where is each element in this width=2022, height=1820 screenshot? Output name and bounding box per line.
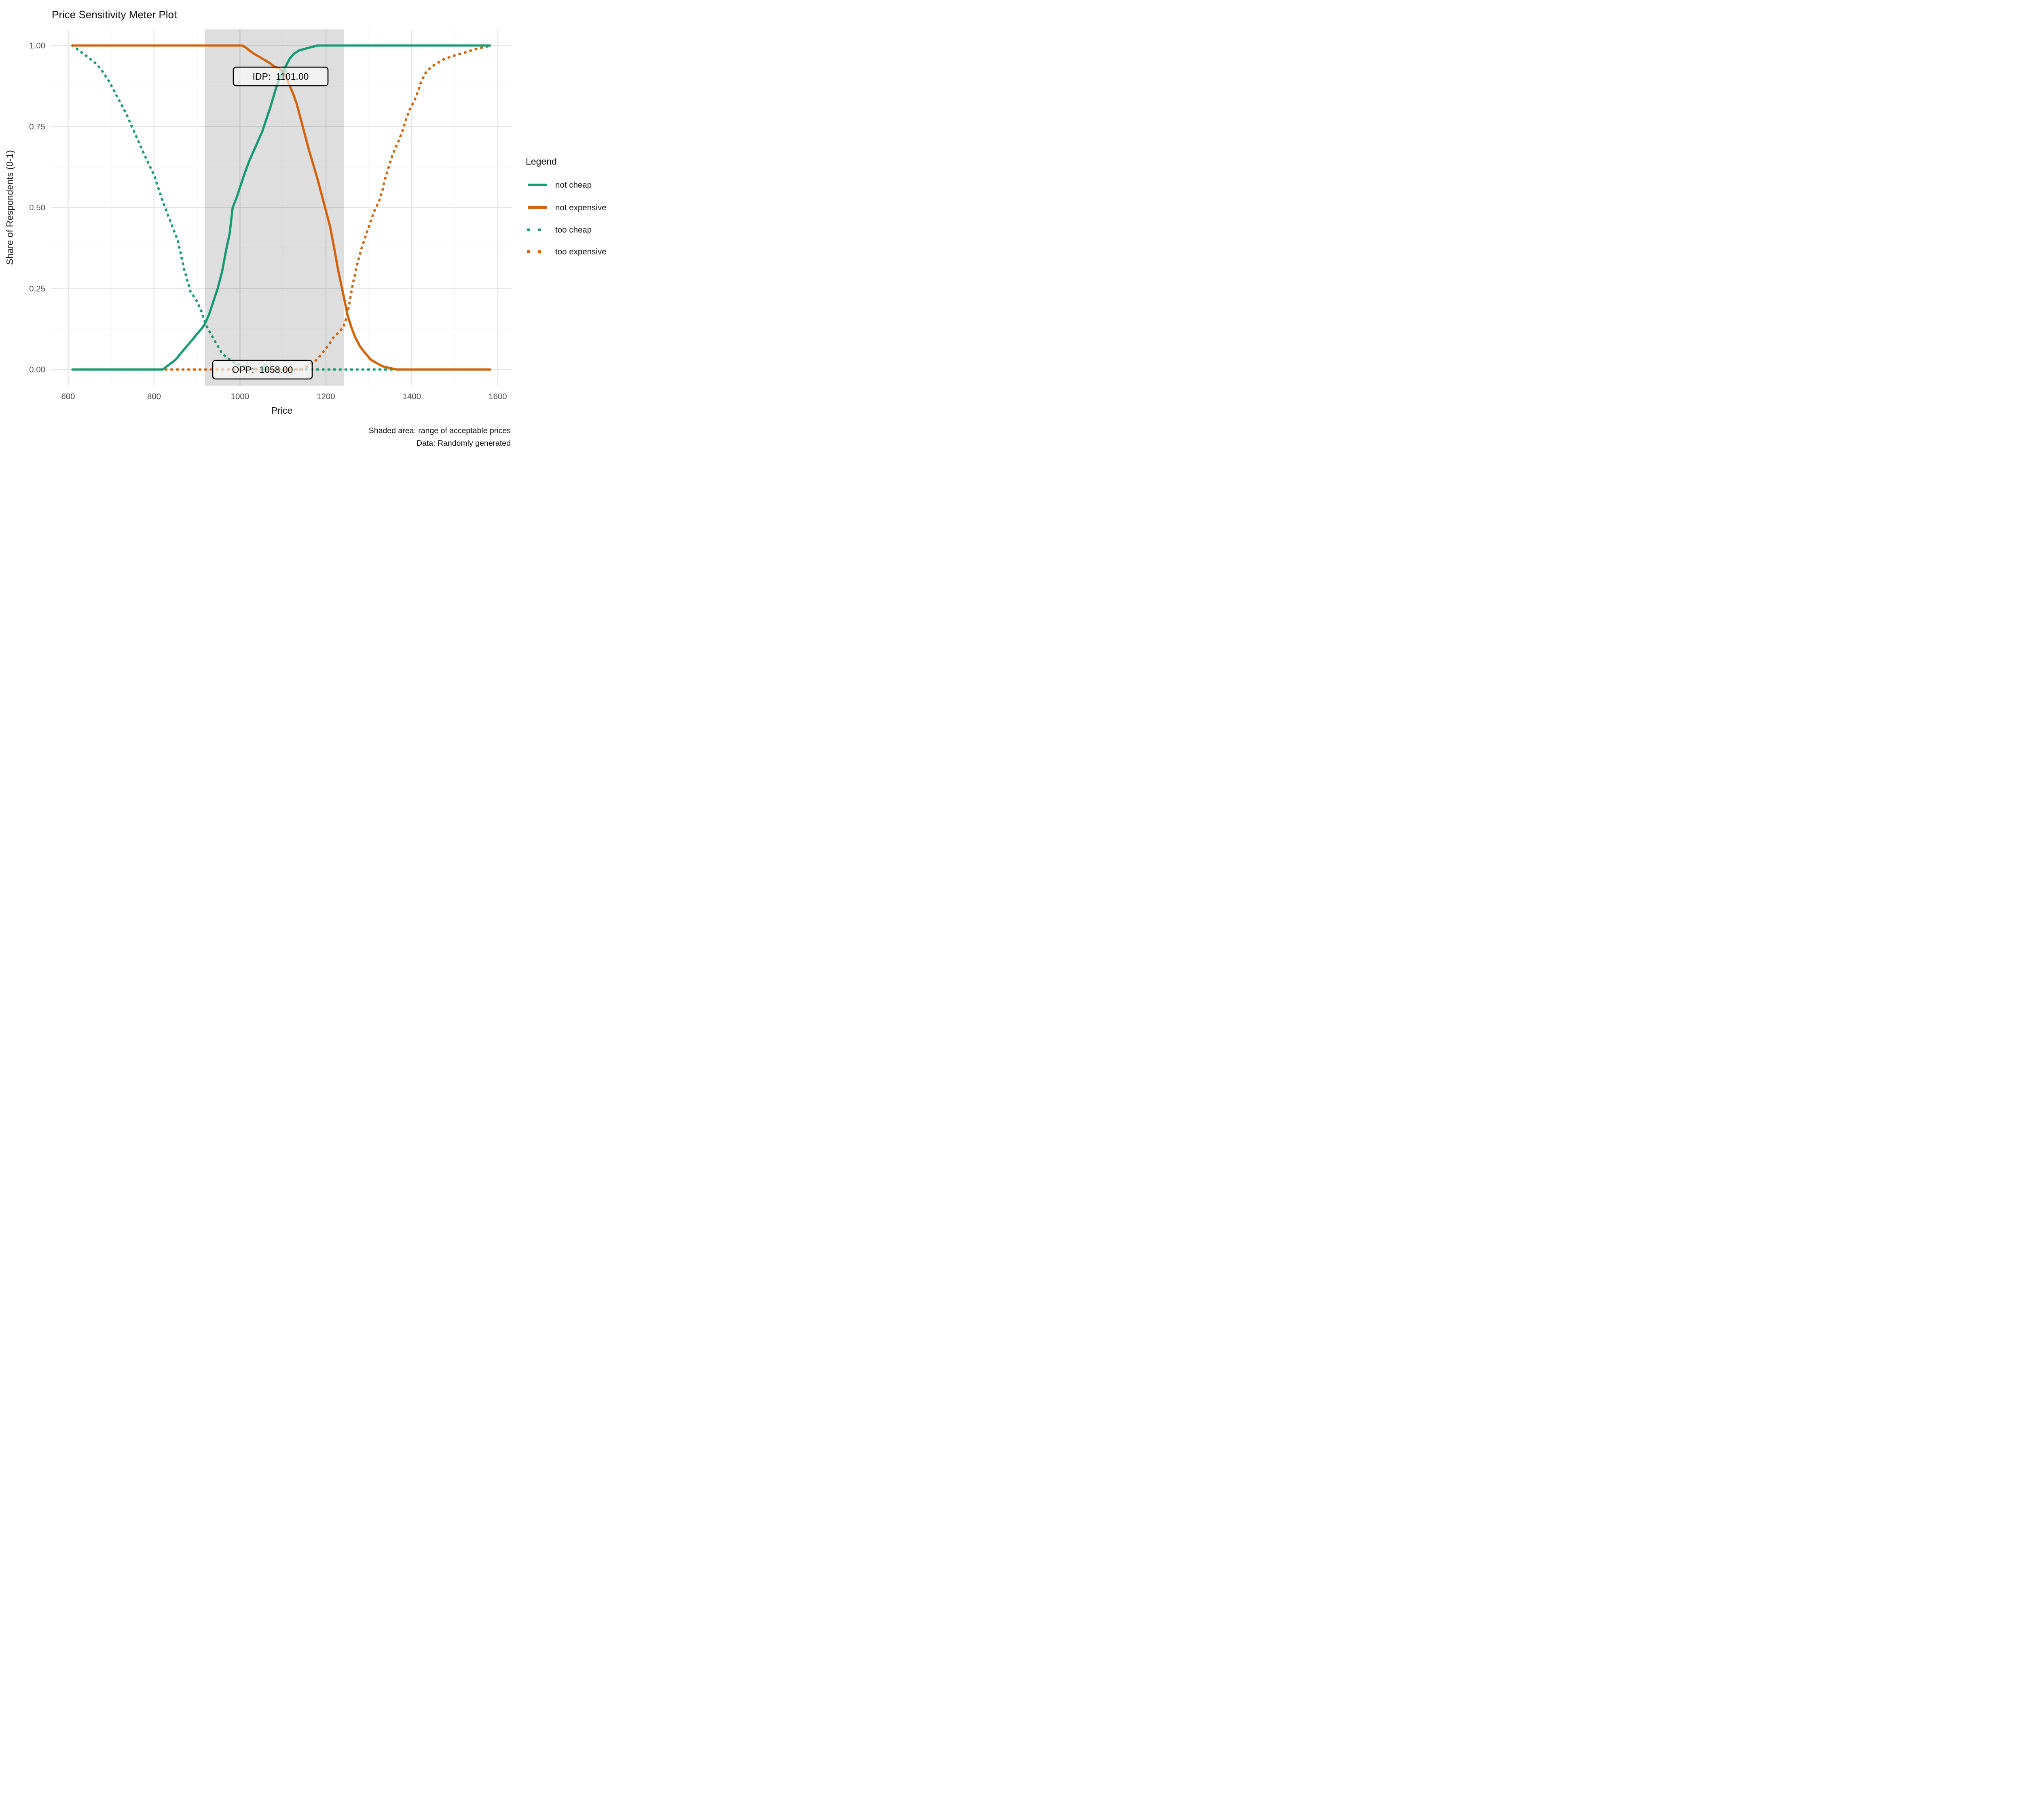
legend-item-not-cheap: not cheap: [528, 180, 592, 190]
legend-label: too expensive: [555, 247, 607, 256]
x-axis-title: Price: [271, 405, 292, 416]
caption-line-1: Shaded area: range of acceptable prices: [369, 426, 511, 435]
x-tick-1200: 1200: [317, 392, 335, 401]
y-tick-0.75: 0.75: [29, 122, 45, 131]
idp-label: IDP: 1101.00: [253, 71, 309, 82]
x-tick-1600: 1600: [489, 392, 507, 401]
series-line-not_expensive: [71, 44, 491, 371]
x-tick-1000: 1000: [231, 392, 250, 401]
legend-item-too-expensive: too expensive: [527, 247, 607, 256]
legend-label: not cheap: [555, 180, 592, 190]
acceptable-price-band: [205, 29, 344, 386]
series-line-not_cheap: [71, 44, 491, 371]
series-lines: [71, 44, 492, 371]
y-tick-1.00: 1.00: [29, 41, 45, 50]
opp-annotation: OPP: 1058.00: [212, 360, 313, 380]
legend-item-not-expensive: not expensive: [528, 203, 607, 212]
idp-label-box: [233, 66, 329, 87]
idp-annotation: IDP: 1101.00: [233, 66, 329, 87]
legend-item-too-cheap: too cheap: [527, 225, 592, 235]
x-tick-600: 600: [61, 392, 75, 401]
legend-title: Legend: [526, 156, 557, 167]
y-axis-title: Share of Respondents (0-1): [4, 150, 15, 265]
opp-label-box: [212, 360, 313, 380]
chart-canvas: IDP: 1101.00 OPP: 1058.00 600 800 1000 1200…: [4, 8, 607, 448]
y-tick-0.25: 0.25: [29, 284, 45, 293]
y-tick-0.50: 0.50: [29, 203, 45, 212]
legend-items: not cheap not expensive too cheap too expen…: [527, 180, 607, 256]
plot-title: Price Sensitivity Meter Plot: [52, 8, 177, 21]
series-line-too_expensive: [71, 44, 492, 371]
caption-line-2: Data: Randomly generated: [417, 439, 511, 448]
psm-chart: IDP: 1101.00 OPP: 1058.00 600 800 1000 1200…: [0, 0, 637, 455]
legend-label: not expensive: [555, 203, 607, 212]
legend-label: too cheap: [555, 225, 592, 235]
y-tick-0.00: 0.00: [29, 365, 45, 375]
x-tick-800: 800: [147, 392, 161, 401]
legend: Legend not cheap not expensive too cheap to…: [526, 156, 607, 256]
x-axis-tick-labels: 600 800 1000 1200 1400 1600: [61, 392, 507, 401]
y-axis-tick-labels: 0.00 0.25 0.50 0.75 1.00: [29, 41, 45, 374]
series-line-too_cheap: [71, 44, 400, 371]
opp-label: OPP: 1058.00: [232, 364, 293, 375]
x-tick-1400: 1400: [403, 392, 421, 401]
